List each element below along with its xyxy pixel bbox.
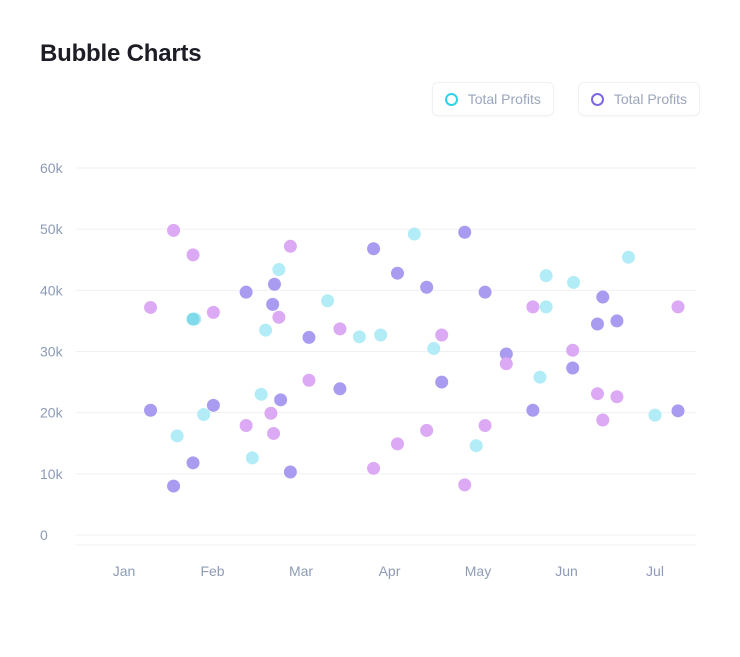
data-point <box>186 456 200 470</box>
legend-item-series-1[interactable]: Total Profits <box>431 82 554 116</box>
legend-item-series-2[interactable]: Total Profits <box>577 82 700 116</box>
data-point <box>352 330 366 344</box>
data-point <box>526 300 540 314</box>
data-point <box>272 263 286 277</box>
data-point <box>367 242 381 256</box>
data-point <box>499 357 513 371</box>
data-point <box>671 404 685 418</box>
data-point <box>458 478 472 492</box>
y-tick-label: 0 <box>40 527 48 543</box>
data-point <box>596 290 610 304</box>
data-point <box>478 285 492 299</box>
data-point <box>283 239 297 253</box>
data-point <box>267 277 281 291</box>
data-point <box>539 300 553 314</box>
data-point <box>239 285 253 299</box>
data-point <box>239 419 253 433</box>
y-tick-label: 10k <box>40 466 64 482</box>
data-point <box>567 275 581 289</box>
y-tick-label: 30k <box>40 344 64 360</box>
x-tick-label: Mar <box>289 563 313 579</box>
x-tick-label: Jul <box>646 563 664 579</box>
x-tick-label: Apr <box>379 563 401 579</box>
data-point <box>566 361 580 375</box>
data-point <box>590 317 604 331</box>
data-point <box>648 408 662 422</box>
data-point <box>274 393 288 407</box>
data-point <box>367 461 381 475</box>
data-point <box>539 269 553 283</box>
data-point <box>186 248 200 262</box>
data-point <box>333 322 347 336</box>
legend-label: Total Profits <box>467 91 541 107</box>
data-point <box>390 266 404 280</box>
data-point <box>167 479 181 493</box>
data-point <box>610 390 624 404</box>
data-point <box>596 413 610 427</box>
data-point <box>610 314 624 328</box>
data-point <box>435 375 449 389</box>
y-tick-label: 60k <box>40 160 64 176</box>
data-point <box>272 310 286 324</box>
data-point <box>186 312 200 326</box>
legend-marker-icon <box>590 92 604 106</box>
x-tick-label: Jun <box>555 563 578 579</box>
data-point <box>267 426 281 440</box>
data-point <box>478 419 492 433</box>
data-point <box>167 223 181 237</box>
data-point <box>407 227 421 241</box>
y-tick-label: 50k <box>40 221 64 237</box>
data-point <box>533 370 547 384</box>
data-point <box>499 347 513 361</box>
data-point <box>266 297 280 311</box>
data-point <box>671 300 685 314</box>
x-tick-label: Feb <box>200 563 224 579</box>
data-point <box>333 382 347 396</box>
data-point <box>321 294 335 308</box>
data-point <box>427 341 441 355</box>
data-point <box>390 437 404 451</box>
legend: Total Profits Total Profits <box>431 82 700 116</box>
data-point <box>254 387 268 401</box>
data-point <box>144 403 158 417</box>
data-point <box>259 323 273 337</box>
data-point <box>144 300 158 314</box>
data-point <box>566 343 580 357</box>
legend-marker-icon <box>444 92 458 106</box>
data-point <box>302 373 316 387</box>
data-point <box>283 465 297 479</box>
data-point <box>206 305 220 319</box>
data-point <box>469 439 483 453</box>
data-point <box>302 330 316 344</box>
data-point <box>374 328 388 342</box>
data-point <box>206 398 220 412</box>
data-point <box>590 387 604 401</box>
data-point <box>420 423 434 437</box>
legend-label: Total Profits <box>613 91 687 107</box>
x-tick-label: Jan <box>113 563 136 579</box>
data-point <box>245 451 259 465</box>
data-point <box>435 328 449 342</box>
y-tick-label: 20k <box>40 405 64 421</box>
data-point <box>170 429 184 443</box>
data-point <box>420 280 434 294</box>
x-tick-label: May <box>465 563 491 579</box>
data-point <box>197 408 211 422</box>
data-point <box>264 406 278 420</box>
y-tick-label: 40k <box>40 282 64 298</box>
data-point <box>458 225 472 239</box>
data-point <box>526 403 540 417</box>
chart-title: Bubble Charts <box>40 40 202 67</box>
data-point <box>621 250 635 264</box>
